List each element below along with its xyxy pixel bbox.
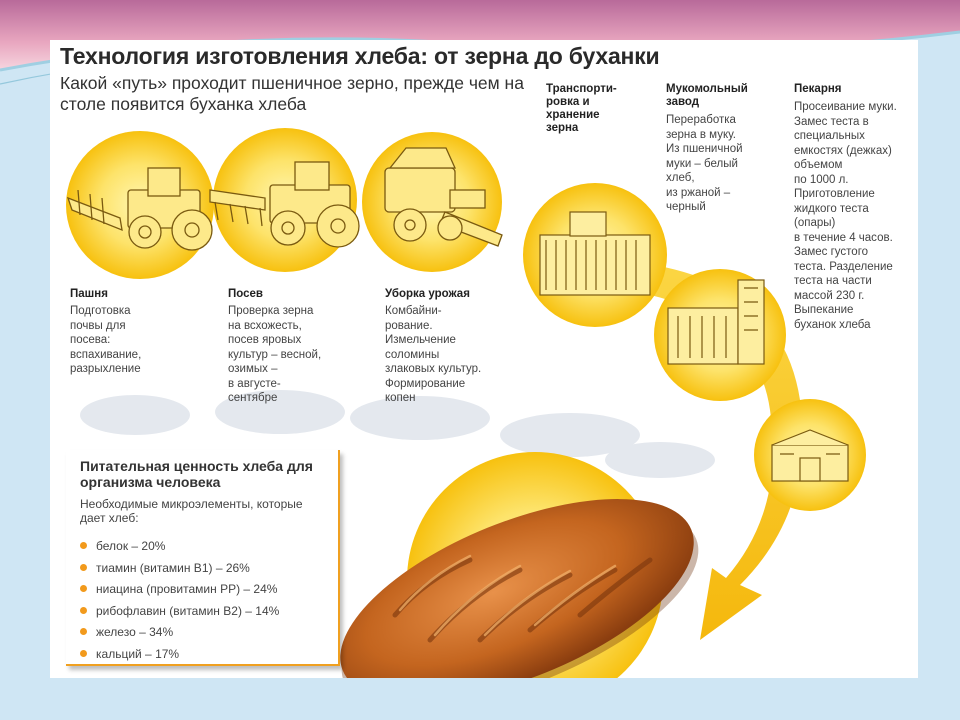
combine-harvester-icon: [384, 147, 503, 247]
bullet-icon: [80, 542, 87, 550]
step-description: Комбайни-рование. Измельчение соломины злак…: [385, 305, 482, 404]
step-heading: Мукомольный завод: [666, 83, 748, 108]
nutrition-list: белок – 20% тиамин (витамин B1) – 26% ни…: [80, 536, 279, 665]
bullet-icon: [80, 628, 87, 636]
list-item: железо – 34%: [80, 622, 279, 644]
infographic-sheet: Технология изготовления хлеба: от зерна …: [50, 40, 918, 678]
step-heading: Пекарня: [794, 83, 842, 95]
step-heading: Уборка урожая: [385, 288, 470, 300]
step-heading: Посев: [228, 288, 263, 300]
step-description: Проверка зерна на всхожесть, посев яровых к…: [228, 305, 322, 404]
bullet-icon: [80, 606, 87, 614]
tractor-plough-icon: [66, 167, 213, 251]
step-plowing: Пашня Подготовка почвы для посева: вспахива…: [70, 288, 190, 377]
step-harvest: Уборка урожая Комбайни-рование. Измельчен…: [385, 288, 525, 406]
cloud-shapes: [80, 390, 715, 478]
flour-mill-icon: [667, 279, 765, 365]
bakery-icon: [771, 429, 849, 482]
page-subtitle: Какой «путь» проходит пшеничное зерно, п…: [60, 73, 524, 114]
bullet-icon: [80, 585, 87, 593]
list-item: кальций – 17%: [80, 644, 279, 666]
step-description: Просеивание муки. Замес теста в специальны…: [794, 101, 897, 331]
list-item: ниацина (провитамин PP) – 24%: [80, 579, 279, 601]
step-flour-mill: Мукомольный завод Переработка зерна в муку…: [666, 83, 776, 215]
list-item: рибофлавин (витамин B2) – 14%: [80, 601, 279, 623]
step-description: Переработка зерна в муку. Из пшеничной муки…: [666, 114, 743, 213]
list-item: тиамин (витамин B1) – 26%: [80, 558, 279, 580]
bullet-icon: [80, 563, 87, 571]
step-transport: Транспорти-ровка и хранение зерна: [546, 83, 646, 135]
grain-elevator-icon: [539, 211, 651, 296]
step-description: Подготовка почвы для посева: вспахивание, ра…: [70, 305, 142, 375]
nutrition-title: Питательная ценность хлеба для организма…: [80, 458, 313, 490]
list-item: белок – 20%: [80, 536, 279, 558]
step-bakery: Пекарня Просеивание муки. Замес теста в сп…: [794, 83, 916, 332]
infographic-artwork: [66, 128, 866, 678]
bread-loaf-icon: [340, 499, 699, 678]
bullet-icon: [80, 649, 87, 657]
page-title: Технология изготовления хлеба: от зерна …: [60, 43, 660, 69]
step-heading: Транспорти-ровка и хранение зерна: [546, 83, 617, 134]
tractor-seeder-icon: [209, 161, 360, 248]
step-sowing: Посев Проверка зерна на всхожесть, посев я…: [228, 288, 368, 406]
step-heading: Пашня: [70, 288, 108, 300]
nutrition-intro: Необходимые микроэлементы, которые дает …: [80, 497, 303, 525]
nutrition-box: Питательная ценность хлеба для организма…: [66, 450, 340, 666]
